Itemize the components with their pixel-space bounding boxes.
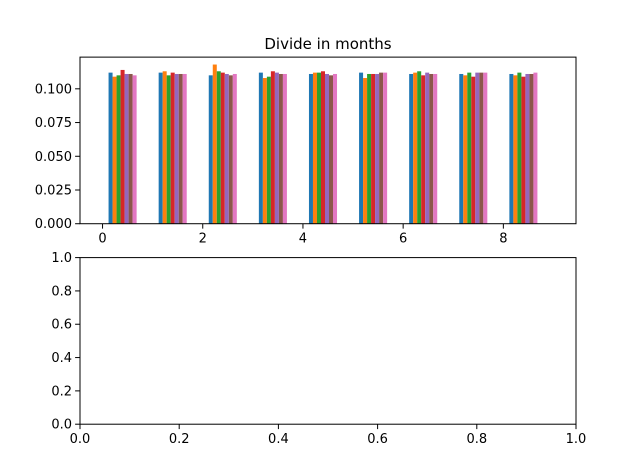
bar-series-5-group-0 <box>128 73 133 224</box>
bar-series-1-group-2 <box>212 64 217 224</box>
bar-series-4-group-8 <box>525 73 530 224</box>
bar-series-5-group-5 <box>379 72 384 224</box>
bar-series-1-group-5 <box>363 78 368 224</box>
bar-series-2-group-3 <box>266 76 271 224</box>
bar-series-3-group-2 <box>220 72 225 224</box>
bar-series-3-group-6 <box>421 75 426 224</box>
bar-series-0-group-0 <box>108 72 113 224</box>
bar-series-2-group-1 <box>166 75 171 224</box>
bar-series-6-group-2 <box>232 73 237 224</box>
bar-series-1-group-7 <box>463 75 468 224</box>
bar-series-0-group-6 <box>409 73 414 224</box>
bar-series-0-group-1 <box>158 72 163 224</box>
bar-series-5-group-1 <box>178 73 183 224</box>
bar-series-2-group-7 <box>467 72 472 224</box>
bar-series-1-group-4 <box>312 72 317 224</box>
bar-series-4-group-1 <box>174 73 179 224</box>
x-tick-label: 0 <box>98 232 106 247</box>
bar-series-1-group-0 <box>112 76 117 224</box>
bar-series-6-group-3 <box>282 73 287 224</box>
bar-series-0-group-5 <box>359 72 364 224</box>
x-tick-label: 0.6 <box>367 432 388 447</box>
x-tick-label: 6 <box>399 232 407 247</box>
bar-series-1-group-6 <box>413 72 418 224</box>
x-tick-label: 0.8 <box>466 432 487 447</box>
x-tick-label: 0.4 <box>268 432 289 447</box>
bar-series-4-group-5 <box>375 73 380 224</box>
bar-series-0-group-2 <box>208 75 213 224</box>
bar-series-6-group-0 <box>132 75 137 224</box>
bar-series-2-group-0 <box>116 75 121 224</box>
bar-series-5-group-7 <box>479 72 484 224</box>
bar-series-1-group-1 <box>162 71 167 224</box>
y-tick-label: 0.0 <box>51 418 72 433</box>
bar-series-4-group-4 <box>324 73 329 224</box>
bar-series-2-group-8 <box>517 72 522 224</box>
bar-series-2-group-5 <box>367 73 372 224</box>
bar-series-0-group-3 <box>258 72 263 224</box>
x-tick-label: 8 <box>499 232 507 247</box>
bar-series-6-group-6 <box>433 73 438 224</box>
y-tick-label: 1.0 <box>51 251 72 266</box>
top-bars <box>108 64 538 224</box>
x-tick-label: 0.0 <box>70 432 91 447</box>
bar-series-4-group-3 <box>274 72 279 224</box>
bar-series-2-group-6 <box>417 71 422 224</box>
y-tick-label: 0.000 <box>35 217 72 232</box>
y-tick-label: 0.100 <box>35 82 72 97</box>
bar-series-1-group-3 <box>262 78 267 224</box>
bottom-x-axis-ticks: 0.0 0.2 0.4 0.6 0.8 1.0 <box>70 424 587 447</box>
bar-series-0-group-4 <box>308 73 313 224</box>
bar-series-5-group-6 <box>429 73 434 224</box>
bar-series-5-group-3 <box>278 73 283 224</box>
bar-series-4-group-2 <box>224 73 229 224</box>
top-x-axis-ticks: 0 2 4 6 8 <box>98 223 507 247</box>
bar-series-0-group-8 <box>509 73 514 224</box>
bar-series-3-group-7 <box>471 76 476 224</box>
bar-series-6-group-4 <box>333 73 338 224</box>
bar-series-6-group-8 <box>533 72 538 224</box>
bar-series-4-group-0 <box>124 73 129 224</box>
top-chart-title: Divide in months <box>264 35 391 53</box>
y-tick-label: 0.6 <box>51 318 72 333</box>
bar-series-4-group-7 <box>475 72 480 224</box>
bar-series-6-group-1 <box>182 73 187 224</box>
bar-series-3-group-0 <box>120 69 125 224</box>
y-tick-label: 0.025 <box>35 183 72 198</box>
bar-series-0-group-7 <box>459 73 464 224</box>
bar-series-5-group-2 <box>228 75 233 224</box>
bar-series-3-group-8 <box>521 76 526 224</box>
y-tick-label: 0.2 <box>51 384 72 399</box>
bar-series-3-group-5 <box>371 73 376 224</box>
bottom-axes: 0.0 0.2 0.4 0.6 0.8 1.0 0.0 0.2 0.4 0.6 0.8 1.0 <box>51 251 586 447</box>
y-tick-label: 0.8 <box>51 284 72 299</box>
bar-series-6-group-7 <box>483 72 488 224</box>
y-tick-label: 0.075 <box>35 116 72 131</box>
bottom-axes-frame <box>79 257 577 425</box>
y-tick-label: 0.050 <box>35 150 72 165</box>
bar-series-4-group-6 <box>425 72 430 224</box>
x-tick-label: 1.0 <box>566 432 587 447</box>
bar-series-2-group-4 <box>316 72 321 224</box>
bar-series-5-group-8 <box>529 73 534 224</box>
x-tick-label: 4 <box>299 232 307 247</box>
bar-series-6-group-5 <box>383 72 388 224</box>
bar-series-2-group-2 <box>216 71 221 224</box>
x-tick-label: 2 <box>199 232 207 247</box>
bottom-y-axis-ticks: 0.0 0.2 0.4 0.6 0.8 1.0 <box>51 251 80 433</box>
bar-series-5-group-4 <box>329 75 334 224</box>
bar-series-1-group-8 <box>513 75 518 224</box>
x-tick-label: 0.2 <box>169 432 190 447</box>
bar-series-3-group-4 <box>320 71 325 224</box>
top-y-axis-ticks: 0.000 0.025 0.050 0.075 0.100 <box>35 82 80 232</box>
y-tick-label: 0.4 <box>51 351 72 366</box>
bar-series-3-group-1 <box>170 72 175 224</box>
top-axes-frame <box>79 56 577 225</box>
bar-series-3-group-3 <box>270 71 275 224</box>
